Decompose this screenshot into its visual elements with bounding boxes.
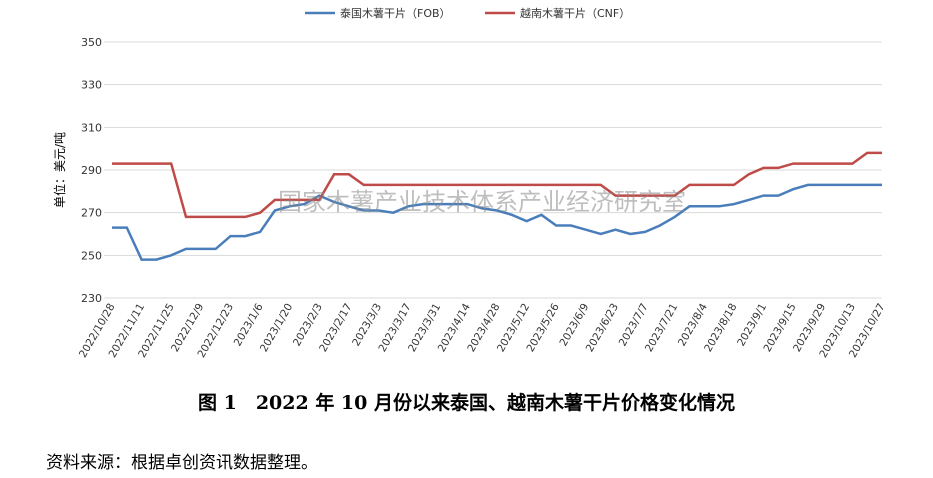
x-tick-label: 2023/7/7 xyxy=(617,302,651,349)
x-tick-label: 2023/2/3 xyxy=(291,302,325,349)
source-note: 资料来源：根据卓创资讯数据整理。 xyxy=(46,453,318,473)
y-tick-label: 310 xyxy=(81,121,102,134)
legend-label: 泰国木薯干片（FOB） xyxy=(340,6,451,20)
x-tick-label: 2023/8/4 xyxy=(676,301,710,348)
series-line xyxy=(112,151,882,219)
x-tick-label: 2023/9/1 xyxy=(735,302,769,349)
watermark: 国家木薯产业技术体系产业经济研究室 xyxy=(278,188,686,216)
y-tick-label: 290 xyxy=(81,164,102,177)
caption: 图 1 2022 年 10 月份以来泰国、越南木薯干片价格变化情况 xyxy=(197,392,735,414)
x-tick-label: 2023/1/6 xyxy=(232,301,266,348)
y-axis-label: 单位：美元/吨 xyxy=(52,132,67,208)
y-tick-label: 230 xyxy=(81,292,102,305)
x-tick-label: 2023/6/9 xyxy=(557,302,591,349)
y-tick-label: 330 xyxy=(81,79,102,92)
series-line xyxy=(112,183,882,261)
x-tick-label: 2023/3/3 xyxy=(350,302,384,349)
y-tick-label: 350 xyxy=(81,36,102,49)
chart: 2302502702903103303502022/10/282022/11/1… xyxy=(52,6,888,360)
legend-label: 越南木薯干片（CNF） xyxy=(520,6,630,20)
y-tick-label: 250 xyxy=(81,249,102,262)
y-tick-label: 270 xyxy=(81,207,102,220)
